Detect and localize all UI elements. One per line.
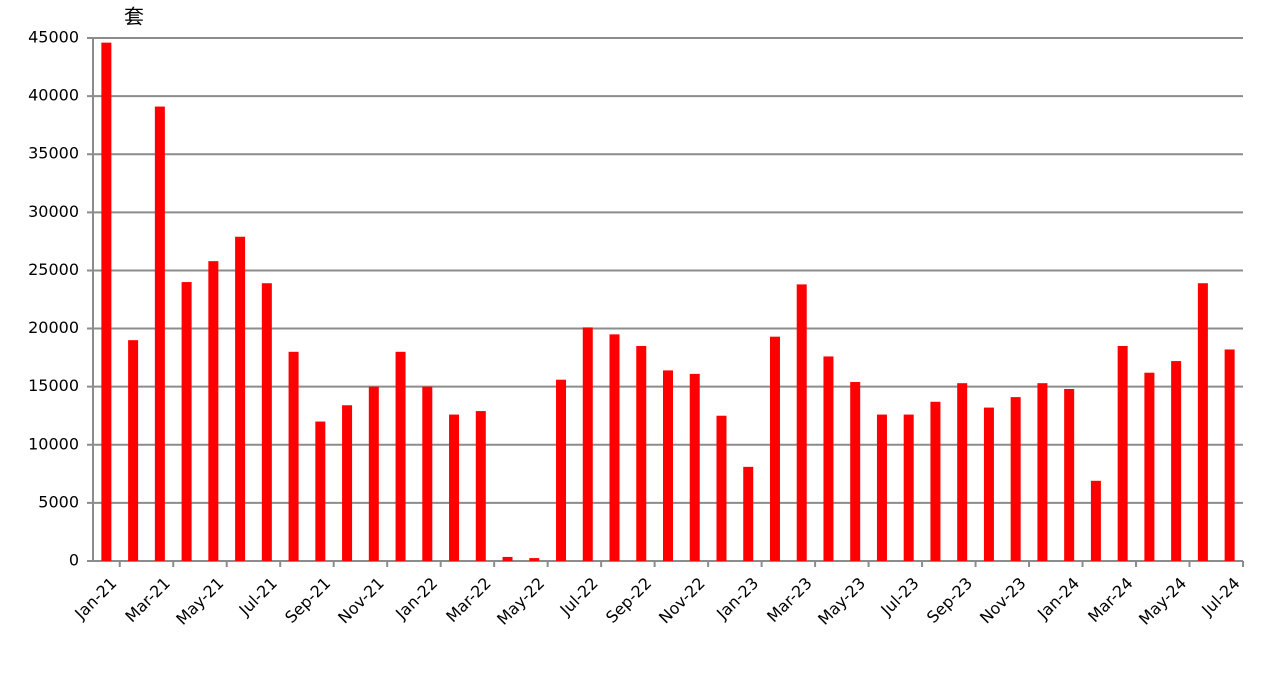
- bar: [1224, 349, 1235, 561]
- x-tick-label: Nov-21: [334, 574, 388, 628]
- x-tick-label: Jan-21: [70, 574, 120, 624]
- bar: [101, 42, 112, 562]
- bar: [823, 356, 834, 561]
- bar: [235, 236, 246, 562]
- bar: [475, 411, 486, 561]
- y-tick-label: 35000: [28, 144, 79, 163]
- bar: [529, 558, 540, 561]
- x-tick-label: Jul-22: [556, 574, 602, 620]
- y-tick-label: 40000: [28, 86, 79, 105]
- bar: [1144, 372, 1155, 561]
- x-tick-label: Nov-22: [655, 574, 709, 628]
- bar: [930, 401, 941, 561]
- bar: [743, 466, 754, 561]
- y-tick-label: 10000: [28, 434, 79, 453]
- bar: [636, 345, 647, 561]
- bar: [850, 382, 861, 561]
- y-tick-label: 15000: [28, 376, 79, 395]
- bar: [288, 351, 299, 561]
- y-tick-label: 45000: [28, 28, 79, 47]
- x-tick-label: May-23: [814, 574, 869, 629]
- x-tick-label: Jul-24: [1197, 574, 1243, 620]
- bar: [1117, 345, 1128, 561]
- x-tick-label: Jul-23: [876, 574, 922, 620]
- x-tick-label: Mar-21: [121, 574, 174, 627]
- x-tick-label: Jan-22: [391, 574, 441, 624]
- x-tick-label: Nov-23: [976, 574, 1030, 628]
- bar: [154, 106, 165, 562]
- x-tick-label: May-21: [172, 574, 227, 629]
- x-tick-label: Jan-23: [712, 574, 762, 624]
- bar: [368, 386, 379, 561]
- bar: [983, 407, 994, 561]
- bar: [1090, 480, 1101, 561]
- bar: [769, 336, 780, 561]
- y-tick-label: 25000: [28, 260, 79, 279]
- y-unit-label: 套: [124, 5, 144, 29]
- x-tick-label: Mar-24: [1084, 574, 1137, 627]
- bar: [395, 351, 406, 561]
- bar: [689, 373, 700, 561]
- bar: [876, 414, 887, 561]
- bar: [502, 556, 513, 561]
- y-tick-label: 30000: [28, 202, 79, 221]
- bar: [1171, 361, 1182, 561]
- y-tick-label: 5000: [38, 492, 79, 511]
- x-tick-label: Jul-21: [235, 574, 281, 620]
- bar: [1037, 383, 1048, 561]
- x-tick-label: Sep-21: [281, 574, 334, 627]
- bar: [1197, 283, 1208, 561]
- x-tick-label: Sep-23: [923, 574, 976, 627]
- x-tick-label: May-22: [493, 574, 548, 629]
- bar: [903, 414, 914, 561]
- bar: [609, 334, 620, 561]
- bar: [128, 340, 139, 561]
- bar: [208, 261, 219, 561]
- bar: [556, 379, 567, 561]
- bar: [342, 405, 353, 561]
- bar: [663, 370, 673, 561]
- x-tick-label: Jan-24: [1033, 574, 1083, 624]
- bar: [449, 414, 460, 561]
- x-tick-label: May-24: [1135, 574, 1190, 629]
- bar: [1010, 397, 1021, 561]
- x-tick-label: Mar-23: [763, 574, 816, 627]
- bar: [1064, 388, 1075, 561]
- x-tick-label: Sep-22: [602, 574, 655, 627]
- y-tick-label: 20000: [28, 318, 79, 337]
- bar: [957, 383, 968, 561]
- y-tick-label: 0: [69, 551, 79, 570]
- bar: [716, 415, 727, 561]
- bar: [261, 283, 272, 561]
- x-tick-label: Mar-22: [442, 574, 495, 627]
- bar: [422, 386, 433, 561]
- bar: [315, 421, 326, 561]
- bar: [582, 327, 593, 561]
- bar: [181, 282, 192, 561]
- bar: [796, 284, 807, 561]
